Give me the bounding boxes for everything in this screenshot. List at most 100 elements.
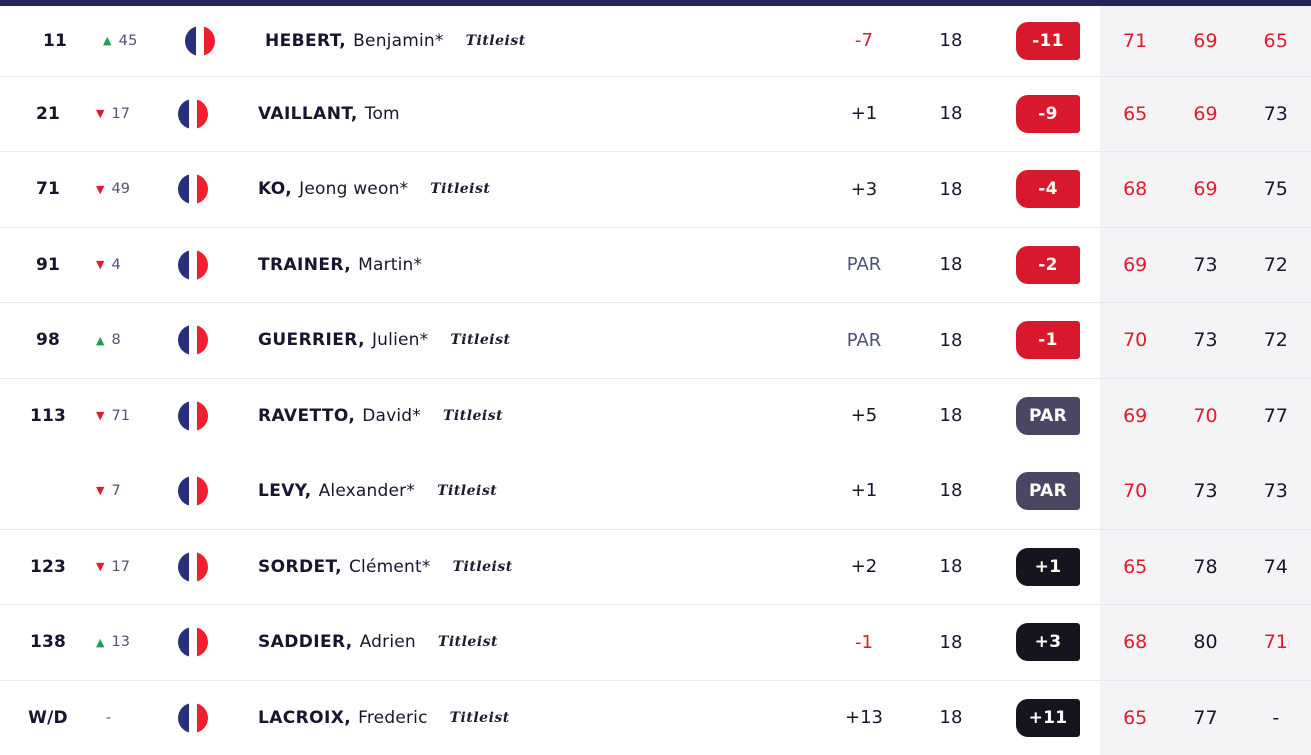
total-score-badge: -2: [1016, 246, 1080, 284]
player-name: TRAINER,Martin*: [218, 228, 822, 303]
country-flag: [168, 77, 218, 152]
down-triangle-icon: ▼: [96, 184, 104, 195]
titleist-logo: Titleist: [437, 483, 497, 499]
today-score: +1: [822, 77, 906, 152]
movement-value: -: [106, 710, 111, 726]
player-last-name: HEBERT,: [265, 31, 346, 51]
round-3-score: 77: [1241, 405, 1311, 427]
position-number: 98: [0, 303, 96, 378]
player-first-name: Jeong weon*: [299, 179, 408, 199]
total-score-badge: +11: [1016, 699, 1080, 737]
france-flag-icon: [178, 703, 208, 733]
movement-value: 49: [111, 181, 129, 197]
france-flag-icon: [178, 552, 208, 582]
down-triangle-icon: ▼: [96, 485, 104, 496]
today-score: +5: [822, 379, 906, 454]
player-last-name: TRAINER,: [258, 255, 351, 275]
position-movement: ▲8: [96, 303, 168, 378]
round-1-score: 70: [1100, 480, 1170, 502]
country-flag: [168, 605, 218, 680]
player-last-name: RAVETTO,: [258, 406, 355, 426]
total-score-badge: -9: [1016, 95, 1080, 133]
position-number: 11: [7, 6, 103, 76]
position-movement: ▼4: [96, 228, 168, 303]
position-number: 123: [0, 530, 96, 605]
titleist-logo: Titleist: [453, 559, 513, 575]
position-number: 138: [0, 605, 96, 680]
country-flag: [175, 6, 225, 76]
up-triangle-icon: ▲: [96, 637, 104, 648]
up-triangle-icon: ▲: [96, 335, 104, 346]
france-flag-icon: [178, 250, 208, 280]
position-number: 113: [0, 379, 96, 454]
titleist-logo: Titleist: [443, 408, 503, 424]
round-2-score: 73: [1170, 480, 1240, 502]
player-first-name: Julien*: [372, 330, 428, 350]
total-score-cell: +11: [996, 681, 1100, 755]
titleist-logo: Titleist: [430, 181, 490, 197]
position-movement: ▼7: [96, 453, 168, 529]
holes-played: 18: [906, 530, 996, 605]
movement-value: 17: [111, 106, 129, 122]
holes-played: 18: [906, 681, 996, 755]
player-name: RAVETTO,David*Titleist: [218, 379, 822, 454]
round-3-score: -: [1241, 707, 1311, 729]
round-1-score: 68: [1100, 178, 1170, 200]
today-score: PAR: [822, 228, 906, 303]
total-score-cell: -2: [996, 228, 1100, 303]
movement-value: 4: [111, 257, 120, 273]
position-movement: ▼ 49: [96, 152, 168, 227]
today-score: -1: [822, 605, 906, 680]
position-number: W/D: [0, 681, 96, 755]
position-movement: -: [96, 681, 168, 755]
round-3-score: 72: [1241, 329, 1311, 351]
today-score: -7: [822, 6, 906, 76]
france-flag-icon: [185, 26, 215, 56]
player-first-name: Alexander*: [319, 481, 416, 501]
total-score-badge: +1: [1016, 548, 1080, 586]
france-flag-icon: [178, 401, 208, 431]
round-2-score: 70: [1170, 405, 1240, 427]
player-first-name: Tom: [365, 104, 400, 124]
today-score: PAR: [822, 303, 906, 378]
today-score: +1: [822, 453, 906, 529]
round-3-score: 65: [1241, 30, 1311, 52]
position-movement: ▼71: [96, 379, 168, 454]
round-2-score: 80: [1170, 631, 1240, 653]
total-score-cell: -4: [996, 152, 1100, 227]
round-2-score: 73: [1170, 254, 1240, 276]
down-triangle-icon: ▼: [96, 410, 104, 421]
holes-played: 18: [906, 453, 996, 529]
titleist-logo: Titleist: [450, 710, 510, 726]
player-last-name: VAILLANT,: [258, 104, 358, 124]
round-2-score: 73: [1170, 329, 1240, 351]
holes-played: 18: [906, 77, 996, 152]
france-flag-icon: [178, 476, 208, 506]
total-score-cell: -11: [996, 6, 1100, 76]
round-1-score: 65: [1100, 103, 1170, 125]
total-score-badge: -4: [1016, 170, 1080, 208]
round-3-score: 75: [1241, 178, 1311, 200]
round-3-score: 74: [1241, 556, 1311, 578]
titleist-logo: Titleist: [466, 33, 526, 49]
country-flag: [168, 453, 218, 529]
movement-value: 7: [111, 483, 120, 499]
holes-played: 18: [906, 379, 996, 454]
player-name: HEBERT,Benjamin*Titleist: [225, 6, 822, 76]
total-score-badge: PAR: [1016, 397, 1080, 435]
